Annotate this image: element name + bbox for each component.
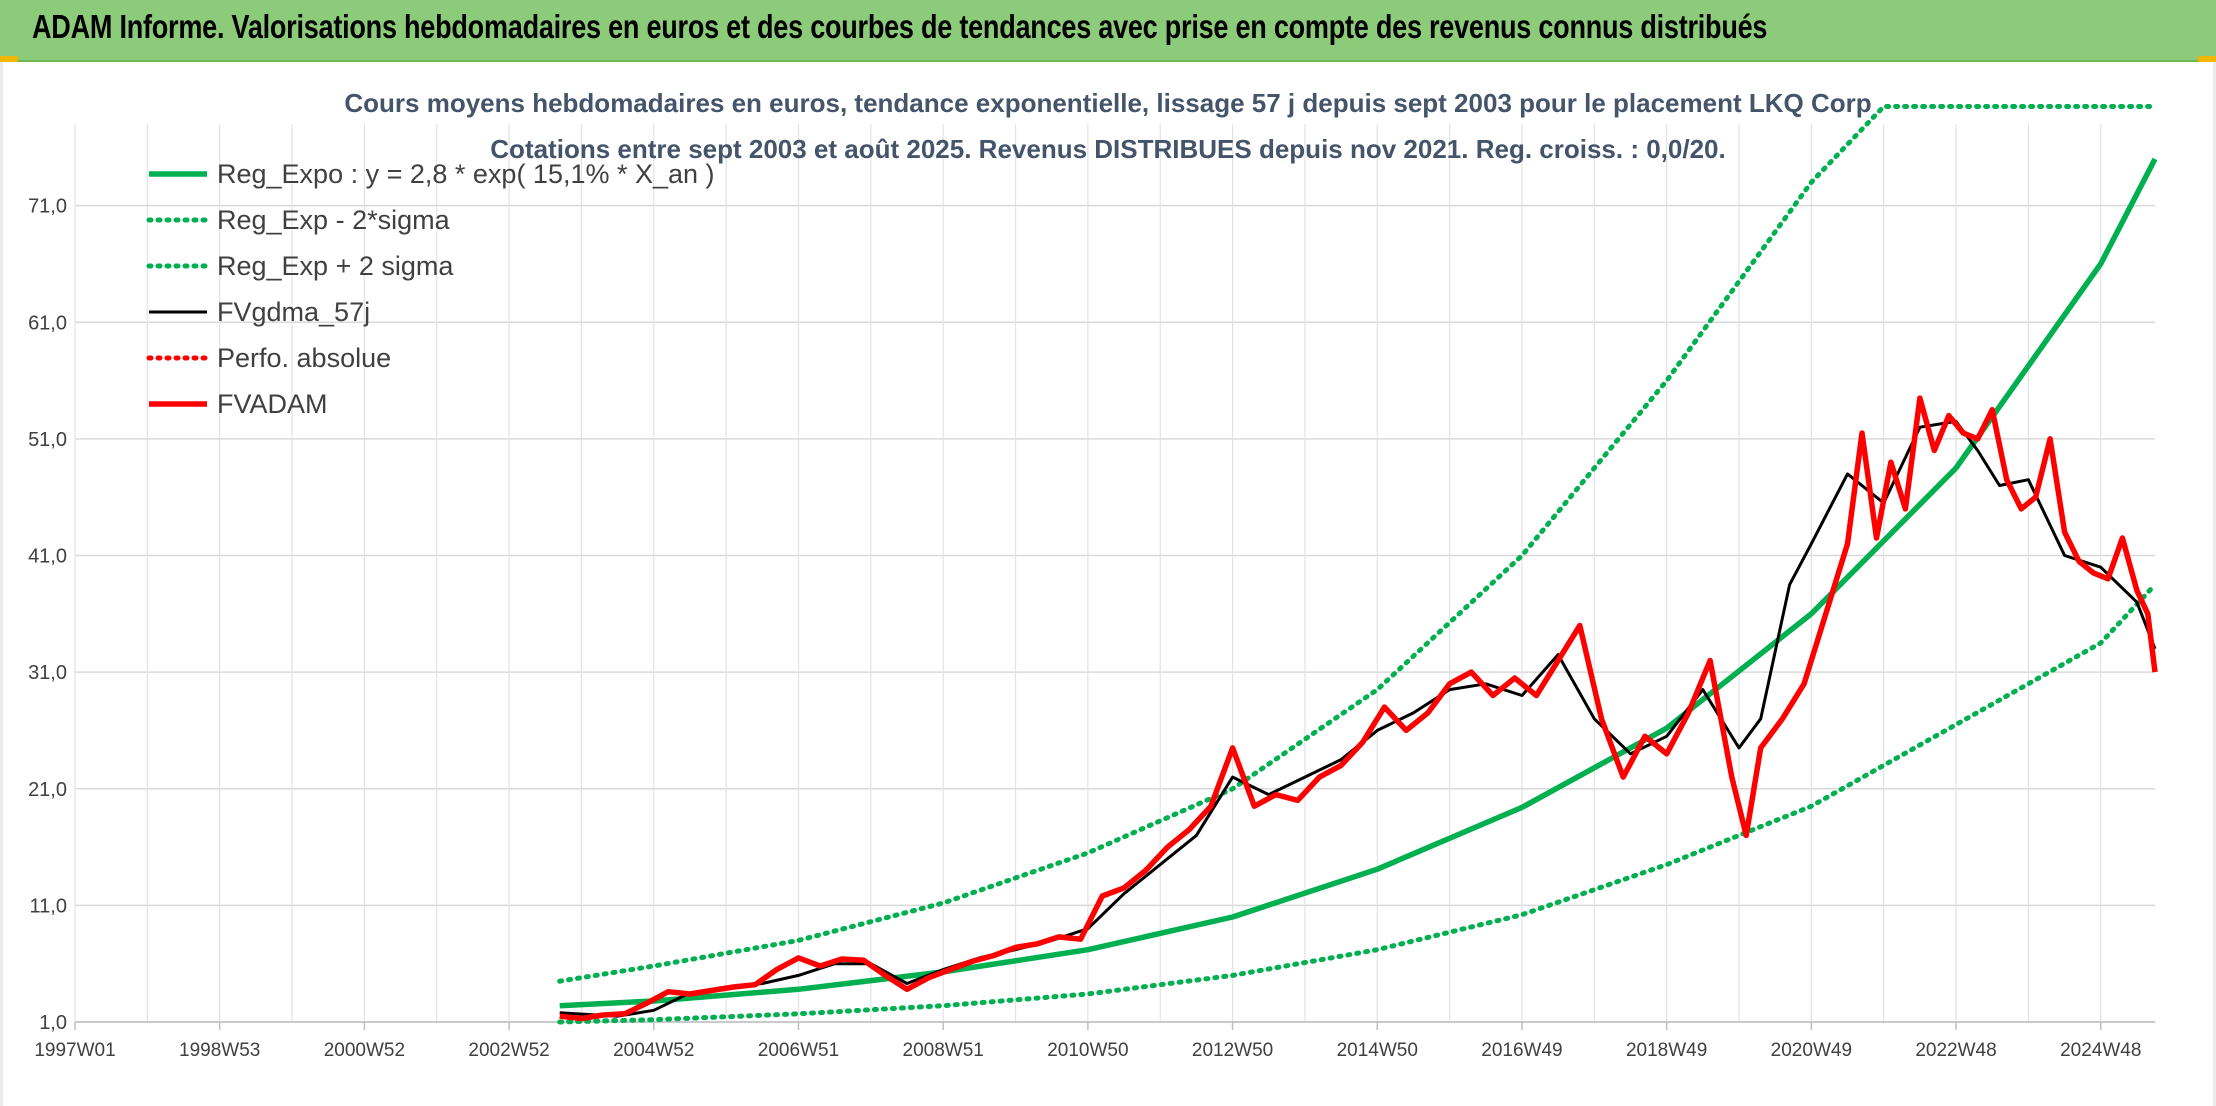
y-tick-label: 51,0 <box>28 429 67 451</box>
chart-title-line-2: Cotations entre sept 2003 et août 2025. … <box>490 134 1725 164</box>
y-tick-label: 11,0 <box>30 895 67 917</box>
corner-marker-right <box>2198 56 2216 62</box>
x-tick-label: 2024W48 <box>2060 1040 2141 1061</box>
gridlines <box>74 124 2155 1023</box>
x-tick-label: 2018W49 <box>1626 1040 1707 1061</box>
series-line-5 <box>559 395 2158 1022</box>
header-bar: ADAM Informe. Valorisations hebdomadaire… <box>0 0 2216 62</box>
x-tick-label: 2002W52 <box>468 1040 549 1061</box>
corner-marker-left <box>0 56 18 62</box>
axes: 1,0 11,0 21,0 31,0 41,0 51,0 61,0 71,0 1997W01 19… <box>28 196 2155 1061</box>
y-tick-label: 61,0 <box>28 312 67 334</box>
chart-title: Cours moyens hebdomadaires en euros, ten… <box>344 88 1871 164</box>
y-tick-label: 31,0 <box>28 662 67 684</box>
y-tick-label: 21,0 <box>28 779 67 801</box>
chart-area: 1,0 11,0 21,0 31,0 41,0 51,0 61,0 71,0 1997W01 19… <box>0 62 2216 1106</box>
y-tick-label: 41,0 <box>28 546 67 568</box>
chart-title-line-1: Cours moyens hebdomadaires en euros, ten… <box>344 88 1871 118</box>
x-tick-label: 1997W01 <box>34 1040 115 1061</box>
series-line-2 <box>557 104 2158 984</box>
legend-label: Reg_Expo : y = 2,8 * exp( 15,1% * X_an ) <box>217 159 715 189</box>
legend-label: FVgdma_57j <box>217 297 370 327</box>
y-tick-label: 1,0 <box>39 1012 67 1034</box>
x-tick-label: 2010W50 <box>1047 1040 1128 1061</box>
y-tick-label: 71,0 <box>28 196 67 218</box>
x-tick-label: 2016W49 <box>1481 1040 1562 1061</box>
series-line-3 <box>559 419 2157 1018</box>
series-line-0 <box>559 157 2158 1009</box>
x-tick-label: 2008W51 <box>903 1040 984 1061</box>
legend: Reg_Expo : y = 2,8 * exp( 15,1% * X_an )… <box>146 159 715 419</box>
legend-label: Reg_Exp - 2*sigma <box>217 205 451 235</box>
legend-label: FVADAM <box>217 389 328 419</box>
x-tick-label: 2020W49 <box>1771 1040 1852 1061</box>
x-tick-label: 2022W48 <box>1915 1040 1996 1061</box>
series-line-1 <box>557 582 2158 1025</box>
page-title: ADAM Informe. Valorisations hebdomadaire… <box>32 8 1768 45</box>
x-tick-label: 2000W52 <box>324 1040 405 1061</box>
x-tick-label: 2006W51 <box>758 1040 839 1061</box>
x-tick-label: 2004W52 <box>613 1040 694 1061</box>
x-tick-label: 1998W53 <box>179 1040 260 1061</box>
legend-label: Perfo. absolue <box>217 343 391 373</box>
x-tick-label: 2012W50 <box>1192 1040 1273 1061</box>
series-layer <box>557 104 2158 1025</box>
legend-label: Reg_Exp + 2 sigma <box>217 251 454 281</box>
chart-svg: 1,0 11,0 21,0 31,0 41,0 51,0 61,0 71,0 1997W01 19… <box>28 88 2158 1061</box>
x-tick-label: 2014W50 <box>1337 1040 1418 1061</box>
